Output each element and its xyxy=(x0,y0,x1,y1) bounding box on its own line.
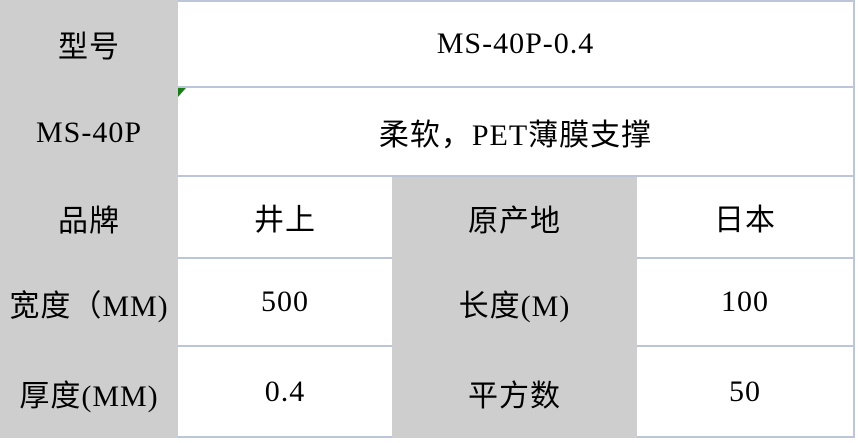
spec-label-length: 长度(M) xyxy=(392,259,637,347)
spec-label-width: 宽度（MM) xyxy=(0,259,178,347)
spec-value-material-description: 柔软，PET薄膜支撑 xyxy=(178,88,855,177)
spec-value-square-meters: 50 xyxy=(637,347,855,438)
spec-label-brand: 品牌 xyxy=(0,177,178,259)
spec-value-length: 100 xyxy=(637,259,855,347)
spec-value-brand: 井上 xyxy=(178,177,392,259)
spec-value-model-number: MS-40P-0.4 xyxy=(178,0,855,88)
spec-value-thickness: 0.4 xyxy=(178,347,392,438)
spec-label-origin: 原产地 xyxy=(392,177,637,259)
material-description-text: 柔软，PET薄膜支撑 xyxy=(378,118,653,152)
spec-label-thickness: 厚度(MM) xyxy=(0,347,178,438)
spec-label-square-meters: 平方数 xyxy=(392,347,637,438)
spec-value-origin: 日本 xyxy=(637,177,855,259)
spec-label-model: 型号 xyxy=(0,0,178,88)
spec-label-series: MS-40P xyxy=(0,88,178,177)
spec-value-width: 500 xyxy=(178,259,392,347)
comment-indicator-icon xyxy=(178,88,186,97)
